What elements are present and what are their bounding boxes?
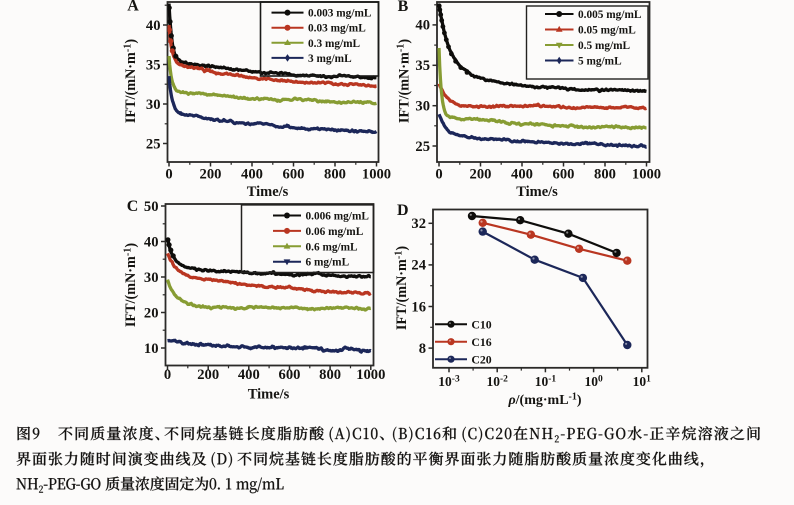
svg-text:400: 400: [241, 166, 263, 182]
svg-text:400: 400: [511, 166, 533, 182]
svg-text:3 mg/mL: 3 mg/mL: [308, 53, 352, 65]
svg-text:25: 25: [415, 139, 430, 155]
svg-text:800: 800: [319, 367, 341, 383]
svg-text:25: 25: [146, 136, 161, 152]
svg-text:30: 30: [415, 99, 430, 115]
svg-text:20: 20: [144, 305, 159, 321]
svg-text:800: 800: [594, 166, 616, 182]
svg-text:IFT/(mN·m-1): IFT/(mN·m-1): [396, 39, 413, 123]
svg-text:40: 40: [144, 234, 159, 250]
svg-text:0.06 mg/mL: 0.06 mg/mL: [306, 226, 364, 238]
svg-text:0: 0: [435, 166, 442, 182]
svg-text:IFT/(mN·m-1): IFT/(mN·m-1): [122, 243, 139, 327]
svg-text:1000: 1000: [632, 166, 661, 182]
svg-text:32: 32: [411, 216, 426, 232]
svg-text:35: 35: [415, 58, 430, 74]
svg-text:IFT/(mN·m-1): IFT/(mN·m-1): [393, 246, 410, 330]
svg-text:0: 0: [164, 367, 171, 383]
svg-text:Time/s: Time/s: [248, 386, 290, 402]
svg-text:C20: C20: [471, 352, 491, 366]
svg-text:200: 200: [197, 367, 219, 383]
svg-text:0.03 mg/mL: 0.03 mg/mL: [308, 23, 366, 35]
svg-text:6 mg/mL: 6 mg/mL: [306, 257, 350, 269]
svg-text:40: 40: [146, 18, 161, 34]
svg-text:0.5 mg/mL: 0.5 mg/mL: [578, 40, 631, 52]
svg-text:C16: C16: [471, 335, 491, 349]
svg-text:200: 200: [200, 166, 222, 182]
svg-text:600: 600: [279, 367, 301, 383]
svg-text:IFT/(mN·m-1): IFT/(mN·m-1): [122, 39, 139, 123]
svg-text:35: 35: [146, 57, 161, 73]
svg-text:B: B: [398, 0, 409, 15]
svg-text:600: 600: [283, 166, 305, 182]
svg-text:C: C: [127, 198, 139, 215]
svg-text:400: 400: [238, 367, 260, 383]
svg-text:0.6 mg/mL: 0.6 mg/mL: [306, 241, 359, 253]
svg-text:1000: 1000: [362, 166, 391, 182]
svg-text:800: 800: [324, 166, 346, 182]
svg-text:0.3 mg/mL: 0.3 mg/mL: [308, 38, 361, 50]
svg-text:0.05 mg/mL: 0.05 mg/mL: [578, 24, 636, 36]
svg-text:30: 30: [144, 270, 159, 286]
svg-text:8: 8: [419, 341, 426, 357]
svg-text:1000: 1000: [356, 367, 385, 383]
svg-text:16: 16: [411, 299, 426, 315]
svg-text:600: 600: [553, 166, 575, 182]
svg-text:0.005 mg/mL: 0.005 mg/mL: [578, 9, 642, 21]
svg-text:C10: C10: [471, 317, 491, 331]
svg-text:0.006 mg/mL: 0.006 mg/mL: [306, 210, 370, 222]
svg-text:Time/s: Time/s: [516, 184, 558, 200]
svg-text:D: D: [397, 202, 409, 219]
svg-text:10: 10: [144, 341, 159, 357]
svg-text:5 mg/mL: 5 mg/mL: [578, 55, 622, 67]
svg-text:24: 24: [411, 258, 426, 274]
svg-text:50: 50: [144, 199, 159, 215]
svg-text:0: 0: [165, 166, 172, 182]
svg-text:A: A: [127, 0, 139, 15]
svg-text:ρ/(mg·mL-1): ρ/(mg·mL-1): [507, 392, 581, 409]
svg-text:30: 30: [146, 97, 161, 113]
svg-text:Time/s: Time/s: [247, 184, 289, 200]
svg-text:40: 40: [415, 18, 430, 34]
svg-text:200: 200: [470, 166, 492, 182]
svg-text:0.003 mg/mL: 0.003 mg/mL: [308, 8, 372, 20]
